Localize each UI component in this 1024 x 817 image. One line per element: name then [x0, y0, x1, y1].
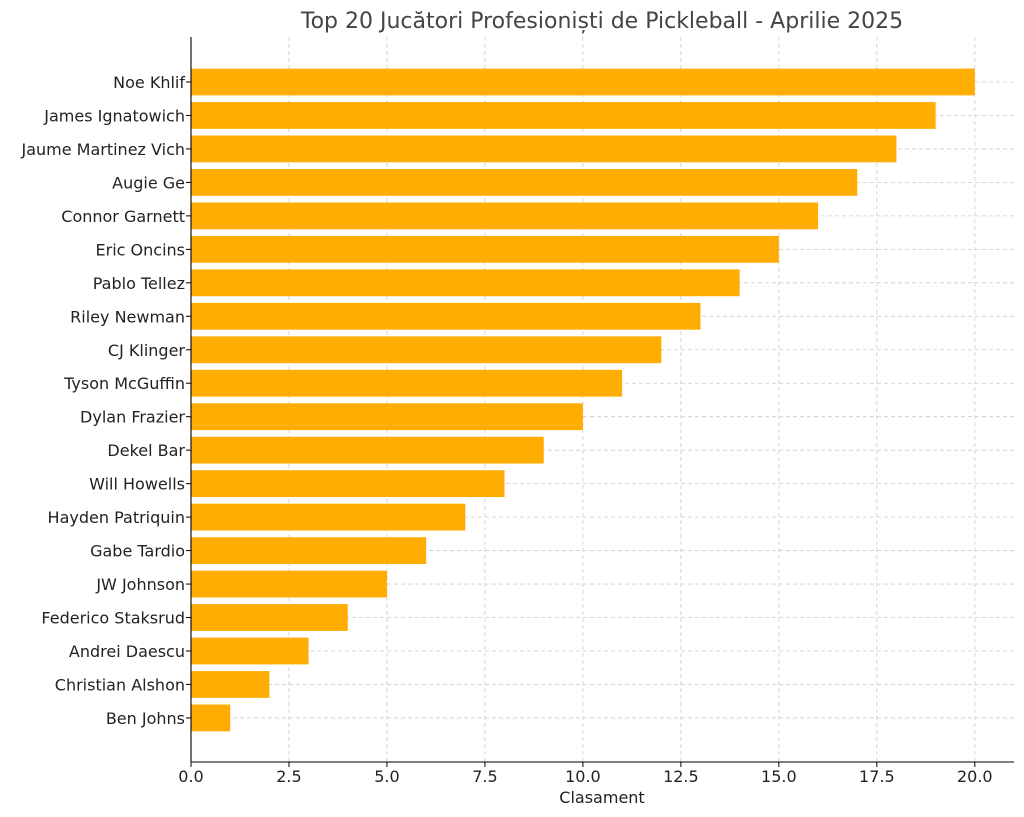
y-tick-label: Dekel Bar	[107, 441, 185, 460]
x-tick-label: 2.5	[276, 767, 301, 786]
bar	[191, 570, 387, 598]
bar	[191, 135, 897, 163]
y-tick-label: CJ Klinger	[108, 341, 186, 360]
bar	[191, 336, 662, 364]
y-tick-label: JW Johnson	[95, 575, 185, 594]
x-tick-label: 5.0	[374, 767, 399, 786]
y-tick-label: Riley Newman	[70, 307, 185, 326]
y-tick-label: James Ignatowich	[43, 106, 185, 125]
y-tick-label: Gabe Tardio	[90, 542, 185, 561]
bar	[191, 704, 231, 732]
y-tick-label: Tyson McGuffin	[63, 374, 185, 393]
bar	[191, 202, 819, 230]
y-tick-label: Pablo Tellez	[93, 274, 185, 293]
bar	[191, 169, 858, 196]
bars-layer	[191, 68, 975, 732]
y-tick-label: Christian Alshon	[55, 675, 185, 694]
bar	[191, 470, 505, 498]
x-tick-label: 15.0	[761, 767, 797, 786]
bar	[191, 503, 466, 531]
y-tick-label: Ben Johns	[106, 709, 185, 728]
y-tick-label: Noe Khlif	[113, 73, 185, 92]
bar	[191, 369, 623, 397]
y-tick-labels: Noe Khlif James Ignatowich Jaume Martinez …	[20, 73, 191, 728]
y-tick-label: Augie Ge	[112, 173, 185, 192]
bar	[191, 302, 701, 330]
x-tick-label: 12.5	[663, 767, 699, 786]
y-tick-label: Dylan Frazier	[80, 408, 185, 427]
bar	[191, 235, 779, 263]
bar	[191, 637, 309, 665]
x-tick-label: 20.0	[957, 767, 993, 786]
y-tick-label: Eric Oncins	[96, 240, 185, 259]
x-tick-label: 7.5	[472, 767, 497, 786]
x-tick-label: 10.0	[565, 767, 601, 786]
y-tick-label: Federico Staksrud	[41, 609, 185, 628]
y-tick-label: Andrei Daescu	[69, 642, 185, 661]
bar	[191, 604, 348, 631]
x-axis-label: Clasament	[559, 788, 644, 807]
x-tick-labels: 0.0 2.5 5.0 7.5 10.0 12.5 15.0 17.5 20.0	[178, 762, 993, 786]
y-tick-label: Will Howells	[89, 475, 185, 494]
chart-title: Top 20 Jucători Profesioniști de Pickleb…	[300, 9, 903, 34]
bar	[191, 436, 544, 464]
bar	[191, 269, 740, 297]
y-tick-label: Hayden Patriquin	[48, 508, 185, 527]
bar	[191, 68, 975, 96]
bar	[191, 537, 427, 564]
y-tick-label: Connor Garnett	[61, 207, 185, 226]
x-tick-label: 0.0	[178, 767, 203, 786]
bar	[191, 102, 936, 129]
x-tick-label: 17.5	[859, 767, 895, 786]
y-tick-label: Jaume Martinez Vich	[20, 140, 185, 159]
bar	[191, 403, 583, 431]
bar	[191, 671, 270, 698]
